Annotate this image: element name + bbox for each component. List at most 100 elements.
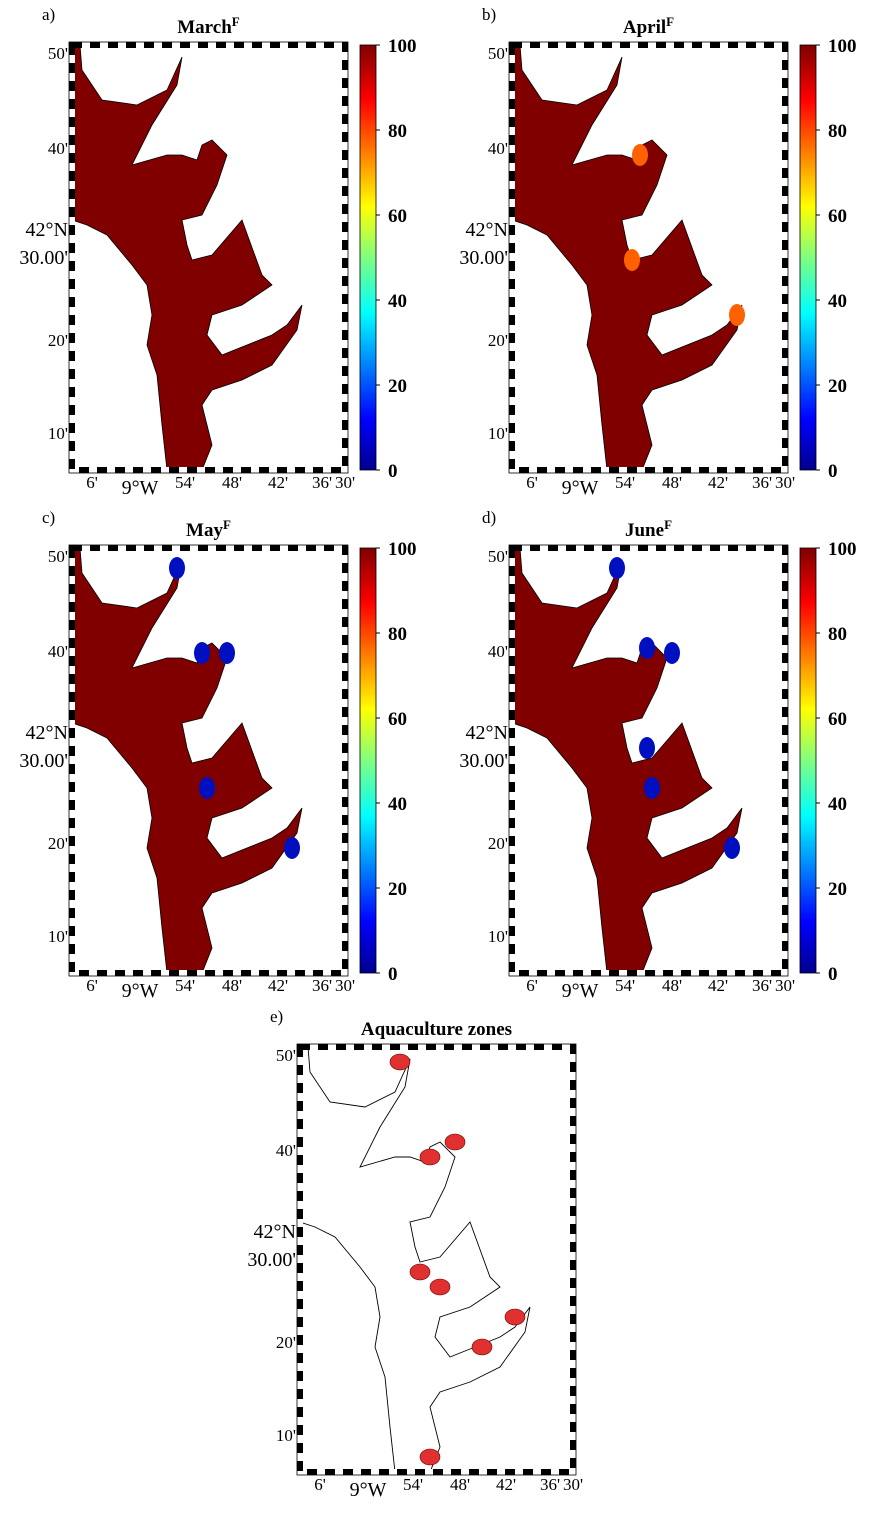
colorbar-tick-label: 40 (388, 794, 407, 815)
frame-edge (508, 41, 789, 474)
low-value-area (194, 642, 210, 664)
lat-tick-label: 42°N (26, 722, 68, 744)
frame-black (509, 545, 788, 976)
lat-tick-label: 50' (48, 547, 68, 566)
colorbar-tick-label: 100 (828, 36, 857, 57)
map (511, 547, 743, 974)
colorbar-tick-label: 0 (388, 461, 398, 482)
lon-tick-label: 9°W (562, 980, 599, 1002)
colorbar-tick-label: 60 (388, 206, 407, 227)
estuary (71, 44, 303, 471)
panel-letter: c) (42, 508, 55, 527)
lon-tick-label: 54' (175, 473, 195, 492)
title-sup: F (664, 517, 672, 532)
lat-tick-label: 10' (276, 1426, 296, 1445)
title-sup: F (666, 14, 674, 29)
colorbar-tick-label: 80 (388, 121, 407, 142)
frame-edge (508, 544, 789, 977)
colorbar-tick-label: 100 (388, 36, 417, 57)
lat-tick-label: 10' (488, 424, 508, 443)
low-value-area (639, 737, 655, 759)
frame-edge (68, 544, 349, 977)
lat-tick-label: 40' (276, 1141, 296, 1160)
lon-tick-label: 30' (775, 473, 795, 492)
low-value-area (284, 837, 300, 859)
lat-tick-label: 40' (488, 642, 508, 661)
low-value-area (632, 144, 648, 166)
frame-black (69, 545, 348, 976)
lat-tick-label: 50' (488, 547, 508, 566)
title-sup: F (232, 14, 240, 29)
lon-tick-label: 9°W (122, 477, 159, 499)
aquaculture-zone (444, 1133, 466, 1151)
lat-tick-label: 30.00' (459, 750, 508, 772)
map (511, 44, 745, 471)
colorbar-tick-label: 20 (388, 879, 407, 900)
lon-tick-label: 42' (496, 1475, 516, 1494)
colorbar (359, 547, 377, 974)
lon-tick-label: 9°W (562, 477, 599, 499)
colorbar-tick-label: 40 (388, 291, 407, 312)
panel-title: MarchF (177, 14, 240, 38)
lon-tick-label: 48' (662, 473, 682, 492)
lon-tick-label: 6' (86, 976, 98, 995)
lon-tick-label: 48' (662, 976, 682, 995)
colorbar-tick-label: 100 (388, 539, 417, 560)
frame-black (297, 1044, 576, 1475)
lat-tick-label: 20' (276, 1333, 296, 1352)
lon-tick-label: 36' (540, 1475, 560, 1494)
frame-edge (68, 41, 349, 474)
lat-tick-label: 42°N (466, 219, 508, 241)
colorbar-tick-label: 100 (828, 539, 857, 560)
lat-tick-label: 20' (48, 834, 68, 853)
lon-tick-label: 48' (450, 1475, 470, 1494)
lon-tick-label: 36' (312, 473, 332, 492)
estuary (71, 547, 303, 974)
title-text: May (186, 520, 223, 541)
low-value-area (609, 557, 625, 579)
panel-title: AprilF (623, 14, 674, 38)
lat-tick-label: 42°N (26, 219, 68, 241)
lon-tick-label: 30' (775, 976, 795, 995)
frame-white (297, 1044, 576, 1475)
lon-tick-label: 6' (526, 976, 538, 995)
lon-tick-label: 48' (222, 473, 242, 492)
title-text: March (177, 17, 232, 38)
low-value-area (199, 777, 215, 799)
lat-tick-label: 30.00' (459, 247, 508, 269)
lat-tick-label: 50' (276, 1046, 296, 1065)
colorbar-tick-label: 0 (388, 964, 398, 985)
panel-title: MayF (186, 517, 231, 541)
lon-tick-label: 9°W (122, 980, 159, 1002)
colorbar-tick-label: 20 (828, 376, 847, 397)
aquaculture-zone (504, 1308, 526, 1326)
lat-tick-label: 10' (488, 927, 508, 946)
title-text: April (623, 17, 666, 38)
lat-tick-label: 40' (488, 139, 508, 158)
panel-letter: d) (482, 508, 496, 527)
colorbar-tick-label: 20 (388, 376, 407, 397)
colorbar-tick-label: 20 (828, 879, 847, 900)
lon-tick-label: 30' (563, 1475, 583, 1494)
map (71, 44, 303, 471)
panel-letter: a) (42, 5, 55, 24)
lat-tick-label: 20' (488, 331, 508, 350)
map (71, 547, 303, 974)
lat-tick-label: 40' (48, 139, 68, 158)
lon-tick-label: 54' (403, 1475, 423, 1494)
lat-tick-label: 20' (488, 834, 508, 853)
lat-tick-label: 50' (48, 44, 68, 63)
colorbar (799, 44, 817, 471)
lon-tick-label: 36' (752, 976, 772, 995)
lat-tick-label: 10' (48, 927, 68, 946)
colorbar-tick-label: 40 (828, 794, 847, 815)
low-value-area (729, 304, 745, 326)
lon-tick-label: 48' (222, 976, 242, 995)
lon-tick-label: 54' (615, 976, 635, 995)
lon-tick-label: 6' (314, 1475, 326, 1494)
colorbar-tick-label: 60 (828, 709, 847, 730)
lon-tick-label: 30' (335, 976, 355, 995)
aquaculture-zone (419, 1448, 441, 1466)
lat-tick-label: 42°N (254, 1221, 296, 1243)
